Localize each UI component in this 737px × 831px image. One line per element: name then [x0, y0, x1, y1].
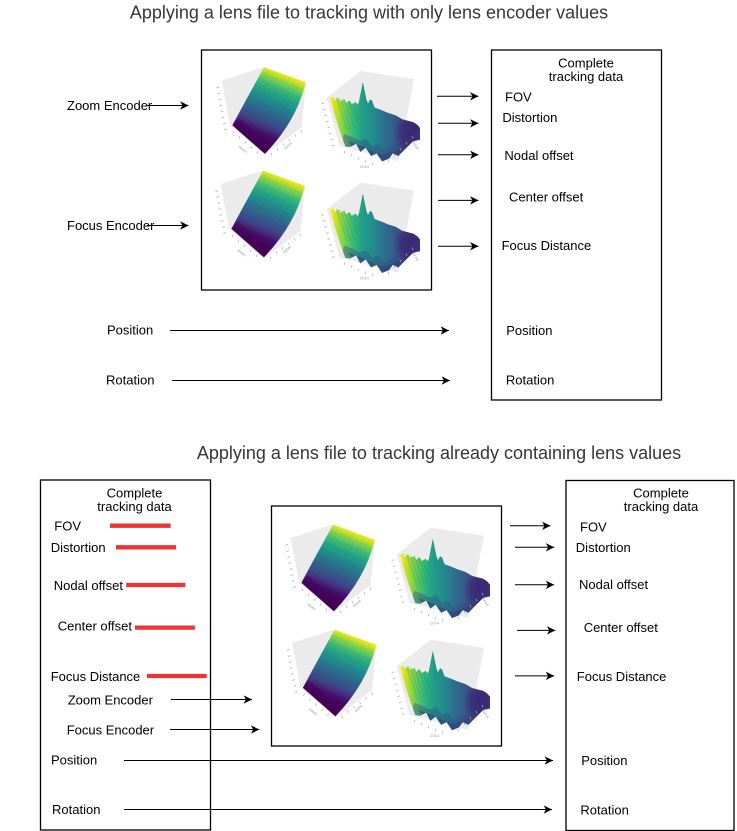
svg-text:tracking data: tracking data	[97, 499, 172, 514]
svg-text:FOV: FOV	[580, 519, 607, 534]
svg-text:Applying a lens file to tracki: Applying a lens file to tracking with on…	[130, 3, 608, 23]
svg-text:Center offset: Center offset	[584, 620, 659, 635]
svg-text:Distortion: Distortion	[576, 540, 631, 555]
svg-text:Applying a lens file to tracki: Applying a lens file to tracking already…	[197, 443, 681, 463]
svg-text:Rotation: Rotation	[506, 373, 554, 388]
svg-text:Complete: Complete	[107, 485, 163, 500]
svg-text:Position: Position	[506, 323, 552, 338]
svg-text:Focus Distance: Focus Distance	[51, 669, 141, 684]
svg-text:Nodal offset: Nodal offset	[504, 148, 574, 163]
svg-text:Zoom Encoder: Zoom Encoder	[67, 98, 153, 113]
svg-text:Rotation: Rotation	[106, 373, 154, 388]
svg-text:Focus Distance: Focus Distance	[502, 238, 592, 253]
svg-text:Complete: Complete	[558, 56, 614, 71]
svg-text:FOV: FOV	[54, 519, 81, 534]
svg-text:Distortion: Distortion	[502, 110, 557, 125]
svg-text:Focus Encoder: Focus Encoder	[67, 722, 155, 737]
svg-text:Center offset: Center offset	[58, 619, 133, 634]
svg-text:FOV: FOV	[505, 89, 532, 104]
svg-text:Rotation: Rotation	[580, 802, 628, 817]
svg-text:tracking data: tracking data	[624, 499, 699, 514]
svg-text:Center offset: Center offset	[509, 190, 584, 205]
svg-text:Complete: Complete	[633, 485, 689, 500]
svg-text:Focus Encoder: Focus Encoder	[67, 218, 155, 233]
svg-text:Position: Position	[581, 753, 627, 768]
svg-text:Rotation: Rotation	[52, 802, 100, 817]
svg-text:Nodal offset: Nodal offset	[54, 578, 124, 593]
svg-text:Nodal offset: Nodal offset	[579, 577, 649, 592]
svg-text:Zoom Encoder: Zoom Encoder	[68, 693, 154, 708]
svg-text:tracking data: tracking data	[549, 69, 624, 84]
svg-text:Position: Position	[107, 323, 153, 338]
svg-text:Distortion: Distortion	[51, 540, 106, 555]
svg-text:Focus Distance: Focus Distance	[577, 669, 667, 684]
svg-text:Position: Position	[51, 752, 97, 767]
